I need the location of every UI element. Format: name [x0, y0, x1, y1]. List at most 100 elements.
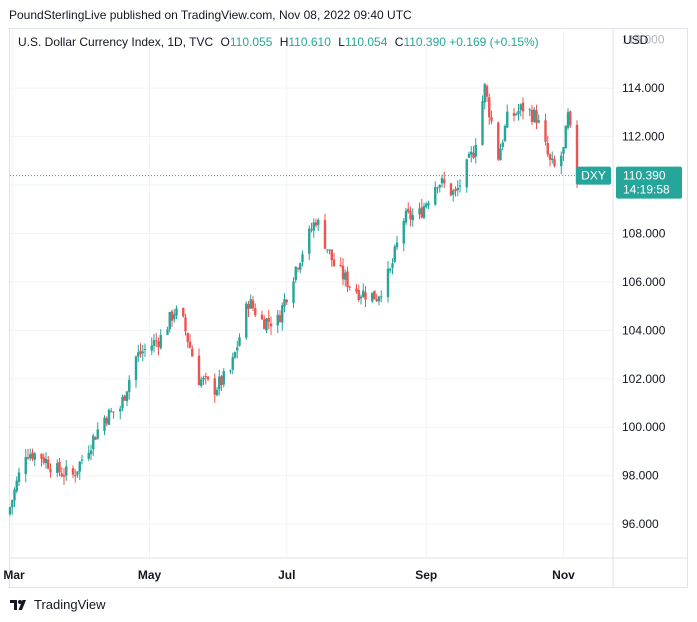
- candle-body: [506, 111, 509, 128]
- candle-body: [78, 461, 81, 472]
- candle-body: [330, 249, 333, 261]
- chart-frame: [9, 28, 688, 588]
- candle-body: [328, 249, 331, 251]
- candle-body: [380, 296, 383, 298]
- candle-body: [440, 178, 444, 184]
- candle-body: [344, 272, 347, 280]
- price-tick-label: 102.000: [622, 372, 666, 386]
- candle-body: [339, 265, 342, 267]
- candle-body: [521, 102, 525, 112]
- candle-body: [566, 112, 570, 128]
- candle-body: [128, 379, 131, 392]
- candle-body: [220, 376, 223, 385]
- candle-body: [548, 154, 552, 160]
- candle-body: [425, 203, 428, 208]
- candle-body: [355, 288, 358, 292]
- candle-body: [465, 159, 468, 188]
- candle-body: [218, 376, 221, 390]
- candle-body: [332, 259, 336, 267]
- price-axis: 96.000 98.000 100.000 102.000 104.000 106.000…: [612, 28, 666, 587]
- legend-open-value: 110.055: [229, 35, 273, 49]
- candle-body: [436, 187, 439, 189]
- candle-body: [233, 352, 237, 358]
- candle-body: [393, 246, 396, 262]
- candle-body: [267, 317, 270, 322]
- currency-label: USD: [623, 33, 649, 47]
- candle-body: [152, 340, 156, 346]
- candle-body: [285, 299, 288, 303]
- candle-body: [404, 210, 408, 223]
- candle-body: [276, 314, 279, 326]
- candle-body: [137, 352, 140, 357]
- candle-body: [60, 473, 63, 477]
- candle-body: [24, 456, 27, 475]
- candle-body: [519, 104, 522, 111]
- candle-body: [515, 113, 518, 115]
- candle-body: [317, 219, 320, 225]
- candle-body: [229, 370, 232, 372]
- candle-body: [294, 266, 297, 280]
- legend-high-value: 110.610: [288, 35, 331, 49]
- candle-body: [449, 183, 453, 196]
- candle-body: [80, 459, 84, 461]
- legend-close-value: 110.390: [403, 35, 446, 49]
- candle-body: [170, 311, 174, 321]
- candle-body: [139, 350, 142, 355]
- candle-body: [474, 144, 477, 157]
- candle-body: [249, 299, 252, 309]
- candle-body: [134, 356, 138, 381]
- candle-body: [62, 475, 66, 477]
- candle-body: [260, 314, 264, 320]
- legend-low-label: L: [338, 35, 345, 49]
- candle-body: [26, 457, 30, 459]
- candle-body: [422, 206, 426, 218]
- time-tick-label: Nov: [552, 568, 575, 582]
- candle-body: [29, 454, 32, 459]
- candle-body: [454, 189, 457, 192]
- candle-body: [236, 347, 239, 351]
- candle-body: [11, 500, 14, 508]
- candle-body: [427, 203, 430, 205]
- candle-body: [407, 208, 410, 212]
- candle-body: [310, 229, 313, 231]
- candle-body: [530, 109, 534, 123]
- legend-low-value: 110.054: [344, 35, 388, 49]
- candle-body: [362, 290, 365, 297]
- candle-body: [191, 348, 194, 357]
- candle-body: [503, 126, 507, 142]
- time-tick-label: May: [138, 568, 162, 582]
- candle-body: [31, 452, 34, 460]
- candle-body: [377, 296, 381, 302]
- candle-body: [251, 300, 255, 309]
- candle-body: [517, 110, 520, 115]
- grid-lines: [10, 30, 613, 558]
- candle-body: [472, 152, 475, 158]
- candle-body: [92, 435, 95, 450]
- candle-body: [96, 429, 99, 439]
- candle-body: [546, 142, 549, 155]
- candle-body: [301, 254, 304, 263]
- candle-body: [533, 109, 536, 122]
- candle-body: [222, 370, 225, 385]
- candle-body: [8, 507, 12, 515]
- footer[interactable]: TradingView: [10, 597, 106, 612]
- candle-body: [254, 308, 257, 316]
- candle-body: [346, 271, 349, 288]
- candle-body: [33, 453, 36, 460]
- candle-body: [56, 463, 59, 473]
- candle-body: [314, 222, 318, 226]
- candle-body: [166, 329, 169, 335]
- candle-body: [537, 120, 540, 123]
- candle-body: [105, 418, 108, 424]
- candle-body: [481, 101, 484, 145]
- candle-body: [13, 489, 16, 501]
- candle-body: [202, 377, 205, 380]
- candle-body: [47, 459, 50, 469]
- candle-body: [278, 315, 282, 323]
- candle-body: [391, 263, 394, 268]
- candle-body: [107, 409, 111, 425]
- candle-body: [49, 468, 52, 473]
- candle-body: [40, 453, 43, 459]
